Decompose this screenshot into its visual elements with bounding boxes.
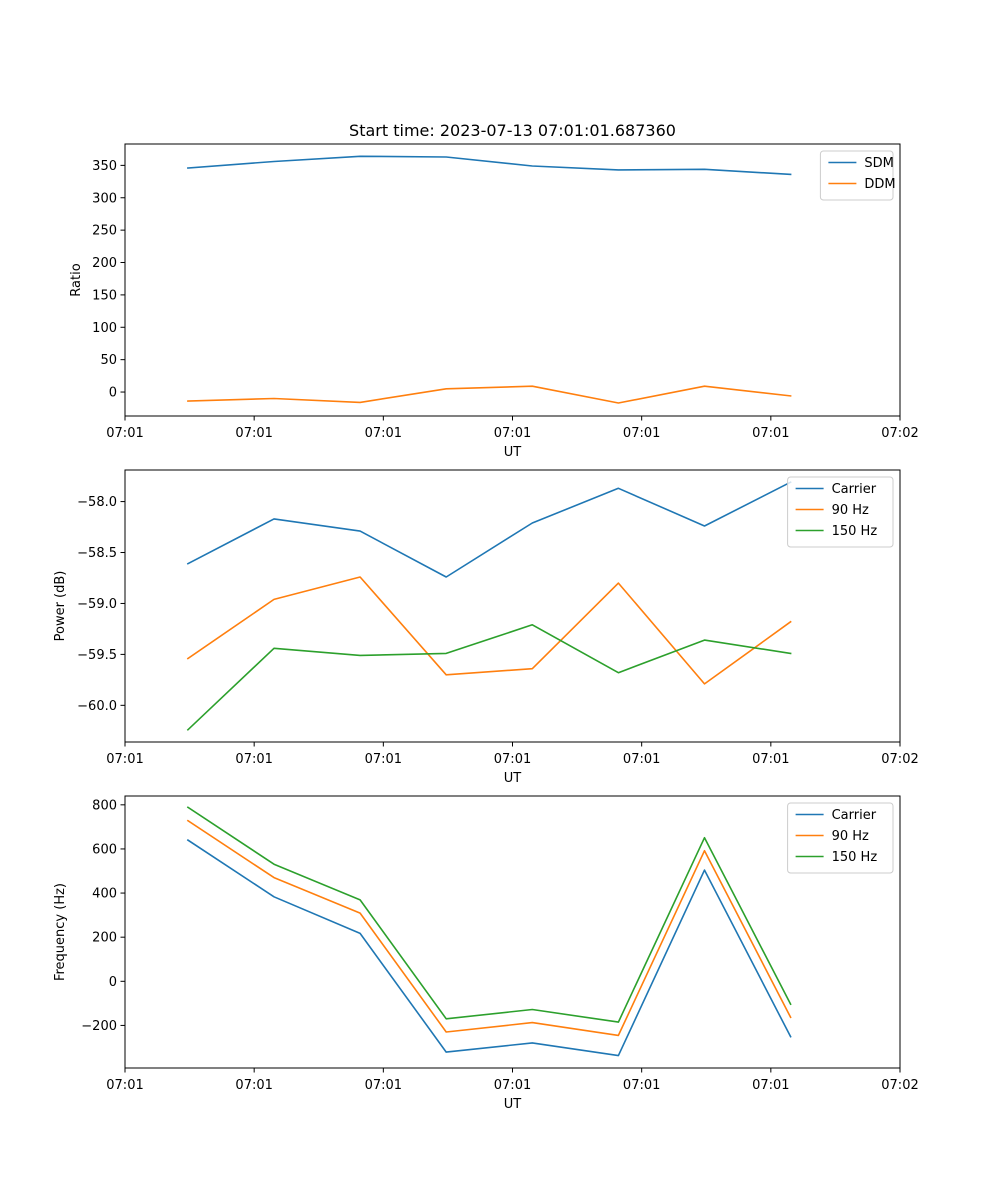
legend: SDM DDM [819, 150, 896, 201]
chart-title: Start time: 2023-07-13 07:01:01.687360 [349, 121, 676, 140]
x-tick-label: 07:01 [365, 1078, 402, 1093]
y-tick-label: 250 [92, 224, 117, 239]
y-axis-label: Ratio [69, 263, 84, 296]
plot-area-frame [124, 469, 901, 743]
series-line-90-hz [186, 576, 792, 685]
plot-area-frame [124, 795, 901, 1069]
x-tick-label: 07:01 [106, 426, 143, 441]
x-tick-label: 07:01 [623, 1078, 660, 1093]
y-tick-label: −60.0 [77, 699, 117, 714]
y-tick-label: 0 [109, 386, 117, 401]
y-tick-label: 50 [100, 353, 117, 368]
chart-panel-2: 07:01 07:01 07:01 07:01 07:01 07:01 07:02 −60.0… [53, 469, 919, 786]
y-tick-label: −58.0 [77, 495, 117, 510]
x-tick-label: 07:02 [881, 426, 918, 441]
y-tick-label: 350 [92, 159, 117, 174]
legend-label: 90 Hz [832, 829, 869, 844]
x-tick-label: 07:01 [752, 752, 789, 767]
x-tick-label: 07:02 [881, 1078, 918, 1093]
y-tick-label: −58.5 [77, 546, 117, 561]
y-tick-label: 200 [92, 931, 117, 946]
x-tick-label: 07:01 [494, 752, 531, 767]
series-line-sdm [187, 155, 792, 176]
legend-label: DDM [864, 177, 895, 192]
y-tick-label: 200 [92, 256, 117, 271]
legend: Carrier 90 Hz 150 Hz [787, 476, 894, 548]
x-axis-label: UT [504, 771, 522, 786]
y-tick-label: 0 [109, 975, 117, 990]
x-tick-label: 07:01 [235, 1078, 272, 1093]
x-tick-label: 07:01 [752, 1078, 789, 1093]
series-line-150-hz [186, 806, 792, 1023]
x-tick-label: 07:01 [623, 752, 660, 767]
x-tick-label: 07:02 [881, 752, 918, 767]
y-tick-label: 600 [92, 842, 117, 857]
x-axis-label: UT [504, 445, 522, 460]
x-tick-label: 07:01 [235, 752, 272, 767]
legend-box [787, 476, 894, 548]
chart-panel-3: 07:01 07:01 07:01 07:01 07:01 07:01 07:02 −200 0… [53, 795, 919, 1112]
x-tick-label: 07:01 [235, 426, 272, 441]
legend-box [787, 802, 894, 874]
y-axis-label: Power (dB) [53, 571, 68, 642]
series-line-150-hz [186, 623, 792, 731]
series-line-ddm [187, 385, 792, 404]
legend-label: SDM [864, 156, 893, 171]
y-tick-label: −200 [81, 1019, 117, 1034]
x-tick-label: 07:01 [623, 426, 660, 441]
legend-label: Carrier [832, 482, 877, 497]
x-tick-label: 07:01 [365, 426, 402, 441]
series-line-90-hz [186, 819, 792, 1037]
series-line-carrier [186, 838, 792, 1057]
legend: Carrier 90 Hz 150 Hz [787, 802, 894, 874]
legend-label: Carrier [832, 808, 877, 823]
y-tick-label: 800 [92, 798, 117, 813]
x-tick-label: 07:01 [494, 426, 531, 441]
x-tick-label: 07:01 [365, 752, 402, 767]
y-tick-label: −59.5 [77, 648, 117, 663]
y-tick-label: 100 [92, 321, 117, 336]
y-tick-label: 150 [92, 288, 117, 303]
y-tick-label: 300 [92, 191, 117, 206]
y-tick-label: 400 [92, 887, 117, 902]
x-tick-label: 07:01 [106, 1078, 143, 1093]
x-tick-label: 07:01 [494, 1078, 531, 1093]
x-tick-label: 07:01 [106, 752, 143, 767]
x-axis-label: UT [504, 1097, 522, 1112]
y-tick-label: −59.0 [77, 597, 117, 612]
series-line-carrier [186, 481, 792, 578]
plot-area-frame [124, 143, 901, 417]
legend-label: 150 Hz [832, 524, 878, 539]
x-tick-label: 07:01 [752, 426, 789, 441]
y-axis-label: Frequency (Hz) [53, 883, 68, 981]
legend-label: 150 Hz [832, 850, 878, 865]
chart-panel-1: 07:01 07:01 07:01 07:01 07:01 07:01 07:02 0 50 10… [69, 121, 919, 460]
legend-label: 90 Hz [832, 503, 869, 518]
